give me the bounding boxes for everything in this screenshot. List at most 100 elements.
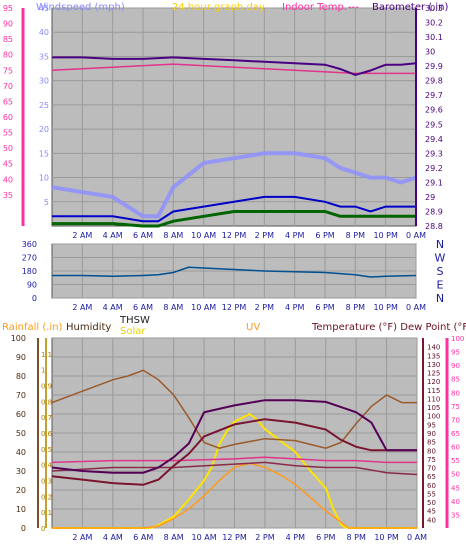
temperature-tick-label: 85 [427, 439, 436, 447]
panel3-x-tick-label: 0 AM [407, 533, 427, 542]
direction-tick-label: 0 [32, 294, 37, 303]
outer-left-tick-label: 45 [3, 160, 13, 169]
panel2-x-tick-label: 6 PM [315, 303, 334, 312]
outer-left-tick-label: 40 [3, 175, 13, 184]
panel3-x-tick-label: 10 PM [374, 533, 399, 542]
windspeed-tick-label: 45 [39, 4, 49, 13]
panel1-x-tick-label: 2 AM [72, 231, 92, 240]
wind-average-line [52, 195, 416, 223]
panel3-x-tick-label: 4 PM [286, 533, 305, 542]
rain-tick-label: 0.7 [41, 414, 52, 422]
panel2-x-tick-label: 2 PM [255, 303, 274, 312]
panel2-grid [52, 243, 417, 299]
temperature-tick-label: 140 [427, 344, 440, 352]
pink-tick-label: 70 [451, 416, 460, 424]
barometer-tick-label: 30.3 [425, 4, 443, 13]
panel1-x-tick-label: 8 PM [346, 231, 365, 240]
panel2-series [52, 266, 417, 278]
panel2-x-tick-label: 4 AM [103, 303, 123, 312]
windspeed-tick-label: 10 [39, 174, 49, 183]
humidity-line [51, 369, 417, 449]
panel3-x-tick-label: 6 PM [316, 533, 335, 542]
direction-tick-label: 90 [27, 281, 37, 290]
panel2-x-ticks: 2 AM 4 AM 6 AM 8 AM 10 AM 12 PM 2 PM 4 PM 6 PM 8 … [72, 303, 426, 312]
humidity-tick-label: 30 [16, 467, 26, 476]
pink-tick-label: 50 [451, 471, 460, 479]
thsw-label: THSW [119, 315, 150, 326]
panel1-x-tick-label: 4 PM [285, 231, 304, 240]
temperature-line [51, 418, 417, 486]
compass-label: S [437, 265, 444, 278]
barometer-axis-label: Barometer (.in) [372, 2, 448, 13]
panel3-series [51, 369, 418, 529]
pink-tick-label: 75 [451, 403, 460, 411]
solar-line [52, 412, 417, 529]
pink-tick-label: 60 [451, 444, 460, 452]
temperature-tick-label: 80 [427, 447, 436, 455]
indoor-temp-line-3 [51, 456, 417, 464]
panel2-x-tick-label: 0 AM [406, 303, 426, 312]
pink-tick-label: 65 [451, 430, 460, 438]
outer-left-tick-label: 80 [3, 51, 13, 60]
panel1-x-tick-label: 10 AM [191, 231, 216, 240]
temperature-tick-label: 45 [427, 508, 436, 516]
panel1-x-tick-label: 10 PM [373, 231, 398, 240]
rain-ticks: 0 0.1 0.2 0.3 0.4 0.5 0.6 0.7 0.8 0.9 1 1.1 [41, 351, 53, 533]
panel2-x-tick-label: 12 PM [222, 303, 247, 312]
temperature-tick-label: 105 [427, 404, 440, 412]
temperature-tick-label: 40 [427, 516, 436, 524]
direction-tick-label: 270 [22, 254, 37, 263]
barometer-tick-label: 28.9 [425, 207, 443, 216]
rain-tick-label: 0.5 [41, 446, 52, 454]
barometer-tick-label: 29.5 [425, 120, 443, 129]
rain-tick-label: 0.3 [41, 478, 52, 486]
temperature-tick-label: 135 [427, 352, 440, 360]
graph-title: 24 hour graph day [172, 2, 265, 13]
direction-ticks: 0 90 180 270 360 [22, 240, 37, 303]
solar-label: Solar [120, 326, 146, 337]
panel3-x-ticks: 2 AM 4 AM 6 AM 8 AM 10 AM 12 PM 2 PM 4 PM 6 PM 8 … [72, 533, 427, 542]
windspeed-tick-label: 20 [39, 125, 49, 134]
panel1-x-tick-label: 6 AM [133, 231, 153, 240]
pink-tick-label: 55 [451, 457, 460, 465]
wind-gust-line [51, 151, 417, 219]
pink-tick-label: 80 [451, 389, 460, 397]
humidity-tick-label: 0 [21, 524, 26, 533]
temperature-tick-label: 60 [427, 482, 436, 490]
rain-tick-label: 0.8 [41, 398, 52, 406]
humidity-ticks: 0 10 20 30 40 50 60 70 80 90 100 [11, 334, 26, 533]
humidity-tick-label: 60 [16, 410, 26, 419]
humidity-tick-label: 100 [11, 334, 26, 343]
pink-tick-label: 85 [451, 376, 460, 384]
temperature-tick-label: 110 [427, 395, 440, 403]
windspeed-ticks: 5 10 15 20 25 30 35 40 45 [39, 4, 49, 207]
barometer-tick-label: 29.9 [425, 62, 443, 71]
panel2-x-tick-label: 2 AM [72, 303, 92, 312]
barometer-tick-label: 29.4 [425, 135, 443, 144]
outer-left-tick-label: 85 [3, 35, 13, 44]
barometer-ticks: 28.8 28.9 29 29.1 29.2 29.3 29.4 29.5 29.6 29.7 29… [425, 4, 443, 231]
humidity-tick-label: 10 [16, 505, 26, 514]
dew-point-line [51, 461, 418, 476]
rain-tick-label: 0.6 [41, 430, 53, 438]
barometer-line [52, 56, 417, 76]
panel2-x-tick-label: 10 PM [373, 303, 398, 312]
outer-left-tick-label: 35 [3, 191, 13, 200]
outer-left-tick-label: 50 [3, 144, 13, 153]
panel1-series [51, 56, 417, 228]
windspeed-tick-label: 40 [39, 28, 49, 37]
compass-label: N [436, 292, 444, 305]
direction-tick-label: 360 [22, 240, 37, 249]
thsw-line [51, 399, 417, 474]
temperature-tick-label: 120 [427, 378, 440, 386]
outer-left-tick-label: 65 [3, 97, 13, 106]
outer-left-tick-label: 70 [3, 82, 13, 91]
barometer-tick-label: 29.1 [425, 178, 443, 187]
legend-indoor-temp: Indoor Temp. [282, 2, 347, 13]
windspeed-tick-label: 25 [39, 101, 49, 110]
windspeed-axis-label: Windspeed (mph) [36, 2, 125, 13]
panel2-x-tick-label: 4 PM [285, 303, 304, 312]
